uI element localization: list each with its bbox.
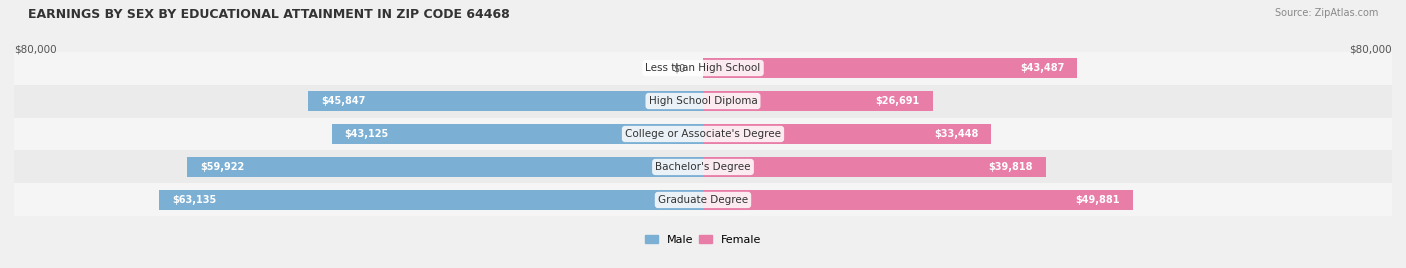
Legend: Male, Female: Male, Female xyxy=(644,235,762,245)
Text: $45,847: $45,847 xyxy=(321,96,366,106)
Text: EARNINGS BY SEX BY EDUCATIONAL ATTAINMENT IN ZIP CODE 64468: EARNINGS BY SEX BY EDUCATIONAL ATTAINMEN… xyxy=(28,8,510,21)
Bar xyxy=(332,124,703,144)
Bar xyxy=(703,190,1133,210)
Bar xyxy=(14,84,1392,117)
Bar xyxy=(14,117,1392,151)
Bar xyxy=(14,51,1392,84)
Text: $26,691: $26,691 xyxy=(876,96,920,106)
Bar xyxy=(703,91,932,111)
Text: $80,000: $80,000 xyxy=(14,45,56,55)
Text: $43,487: $43,487 xyxy=(1021,63,1064,73)
Bar xyxy=(14,151,1392,184)
Text: $80,000: $80,000 xyxy=(1350,45,1392,55)
Bar xyxy=(187,157,703,177)
Text: $33,448: $33,448 xyxy=(934,129,979,139)
Bar xyxy=(159,190,703,210)
Text: $39,818: $39,818 xyxy=(988,162,1033,172)
Text: $43,125: $43,125 xyxy=(344,129,389,139)
Text: College or Associate's Degree: College or Associate's Degree xyxy=(626,129,780,139)
Bar xyxy=(703,124,991,144)
Text: $0: $0 xyxy=(673,63,686,73)
Bar xyxy=(308,91,703,111)
Bar xyxy=(14,184,1392,217)
Text: Source: ZipAtlas.com: Source: ZipAtlas.com xyxy=(1274,8,1378,18)
Text: $49,881: $49,881 xyxy=(1076,195,1119,205)
Bar xyxy=(703,58,1077,78)
Text: Graduate Degree: Graduate Degree xyxy=(658,195,748,205)
Text: Less than High School: Less than High School xyxy=(645,63,761,73)
Text: $59,922: $59,922 xyxy=(200,162,245,172)
Bar xyxy=(703,157,1046,177)
Text: $63,135: $63,135 xyxy=(172,195,217,205)
Text: Bachelor's Degree: Bachelor's Degree xyxy=(655,162,751,172)
Text: High School Diploma: High School Diploma xyxy=(648,96,758,106)
